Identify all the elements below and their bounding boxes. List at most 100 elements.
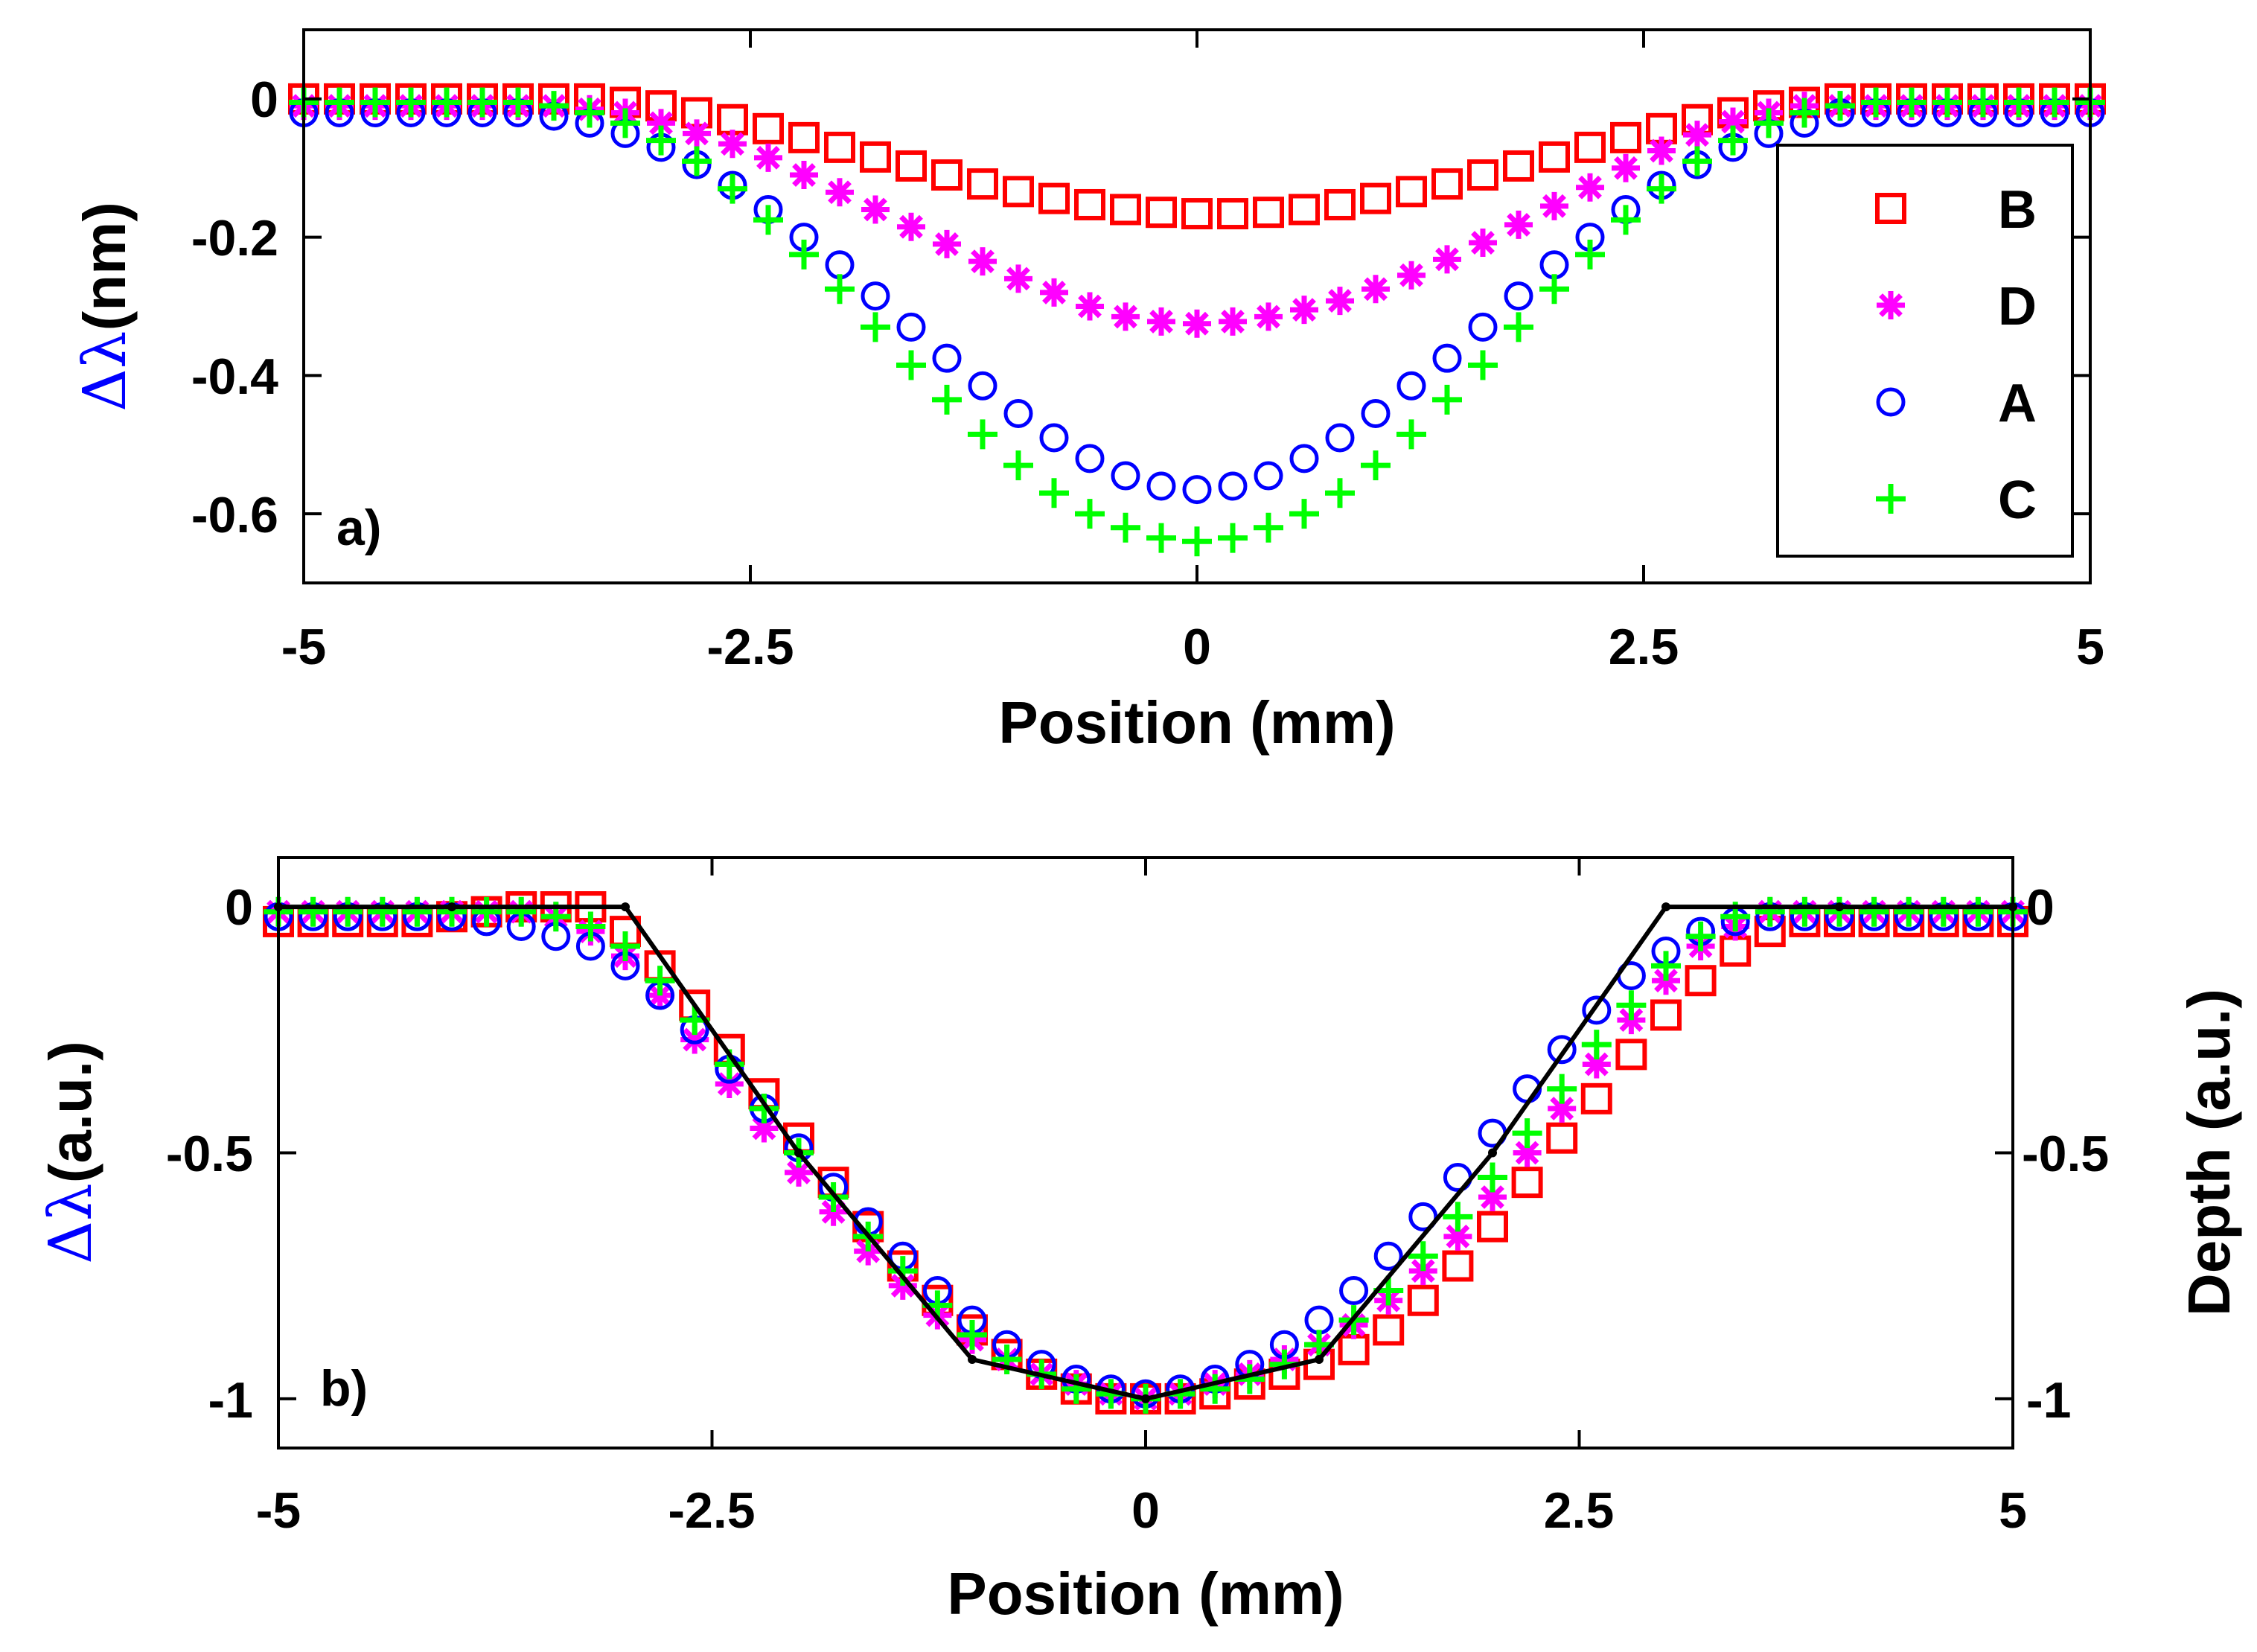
series-d xyxy=(264,897,2027,1413)
depth-profile-point xyxy=(968,1355,977,1365)
data-point-a xyxy=(1432,343,1462,373)
data-point-b xyxy=(860,141,891,173)
data-point-c xyxy=(1790,98,1819,128)
data-point-c xyxy=(1790,896,1820,927)
panel-b-ytick--1: -1 xyxy=(208,1372,253,1429)
depth-profile-point xyxy=(1661,902,1670,912)
depth-profile-point xyxy=(1488,1148,1497,1158)
series-a xyxy=(264,902,2028,1409)
series-b xyxy=(263,891,2028,1415)
data-point-c xyxy=(896,350,926,380)
data-point-b xyxy=(1580,1082,1612,1114)
data-point-a xyxy=(1468,312,1498,342)
data-point-d xyxy=(1004,264,1032,293)
data-point-c xyxy=(825,274,855,304)
data-point-c xyxy=(1254,512,1283,543)
panel-a-xtick--2.5: -2.5 xyxy=(706,619,794,675)
panel-b-right-y-axis-label: Depth (a.u.) xyxy=(2176,989,2242,1316)
data-point-c xyxy=(1478,1162,1507,1193)
data-point-d xyxy=(1719,107,1747,136)
data-point-a xyxy=(1254,461,1283,491)
panel-a-label: a) xyxy=(336,500,381,556)
data-point-c xyxy=(1468,350,1498,380)
data-point-c xyxy=(333,896,363,927)
data-point-c xyxy=(1894,896,1924,927)
data-point-c xyxy=(298,896,328,927)
data-point-c xyxy=(1396,419,1426,450)
data-point-b xyxy=(824,131,855,163)
data-point-b xyxy=(1074,188,1105,220)
data-point-b xyxy=(1467,159,1498,191)
depth-profile-point xyxy=(794,1148,803,1158)
series-c xyxy=(289,87,2105,557)
data-point-d xyxy=(790,161,818,190)
panel-b-x-axis-label: Position (mm) xyxy=(947,1560,1344,1627)
data-point-c xyxy=(887,1256,918,1286)
depth-profile-point xyxy=(1315,1355,1324,1365)
data-point-a xyxy=(1003,398,1033,428)
data-point-b xyxy=(1289,194,1320,226)
legend-label-c: C xyxy=(1998,471,2037,530)
data-point-c xyxy=(432,87,462,118)
data-point-c xyxy=(1718,125,1748,156)
data-point-b xyxy=(1407,1284,1439,1316)
data-point-a xyxy=(968,371,997,401)
data-point-c xyxy=(2040,87,2069,118)
data-point-c xyxy=(2004,87,2034,118)
legend-marker-a xyxy=(1876,387,1906,417)
data-point-b xyxy=(1181,198,1213,230)
data-point-c xyxy=(957,1320,987,1350)
data-point-a xyxy=(1396,371,1426,401)
panel-a-xtick-5: 5 xyxy=(2076,619,2104,675)
data-point-c xyxy=(1443,1202,1473,1232)
data-point-d xyxy=(968,247,997,276)
panel-a-ytick--0.6: -0.6 xyxy=(191,487,278,543)
panel-b-xtick--5: -5 xyxy=(256,1482,301,1539)
panel-a-xtick--5: -5 xyxy=(281,619,326,675)
data-point-d xyxy=(1612,153,1640,182)
data-point-d xyxy=(754,143,782,172)
data-point-a xyxy=(1408,1202,1438,1231)
data-point-d xyxy=(1219,307,1247,336)
data-point-c xyxy=(610,108,640,138)
data-point-c xyxy=(968,419,997,450)
data-point-c xyxy=(1200,1374,1230,1404)
data-point-d xyxy=(826,178,854,207)
data-point-c xyxy=(645,966,675,996)
data-point-c xyxy=(1003,450,1033,481)
data-point-c xyxy=(1928,896,1958,927)
data-point-d xyxy=(1183,309,1211,338)
data-point-c xyxy=(539,91,569,121)
data-point-c xyxy=(367,896,398,927)
data-point-b xyxy=(1338,1333,1370,1365)
data-point-b xyxy=(1253,197,1284,229)
data-point-c xyxy=(932,384,962,415)
panel-a-xtick-2.5: 2.5 xyxy=(1609,619,1679,675)
panel-a-ytick--0.2: -0.2 xyxy=(191,210,278,267)
panel-b-right-ytick--0.5: -0.5 xyxy=(2022,1126,2109,1182)
legend-marker-c xyxy=(1876,484,1906,514)
data-point-c xyxy=(1932,87,1962,118)
legend: B D A C xyxy=(1776,144,2074,558)
data-point-c xyxy=(1647,173,1676,204)
data-point-c xyxy=(1361,450,1391,481)
data-point-c xyxy=(1963,896,1993,927)
data-point-b xyxy=(1610,121,1641,153)
data-point-c xyxy=(1685,921,1716,951)
data-point-a xyxy=(825,250,855,280)
data-point-c xyxy=(789,239,819,270)
data-point-a xyxy=(1504,281,1533,311)
data-point-a xyxy=(932,343,962,373)
legend-label-d: D xyxy=(1998,277,2037,337)
data-point-c xyxy=(1616,990,1647,1021)
data-point-d xyxy=(1433,245,1461,274)
data-point-b xyxy=(1477,1211,1508,1243)
data-point-b xyxy=(1324,188,1356,220)
data-point-d xyxy=(933,229,961,258)
data-point-b xyxy=(1396,176,1427,208)
legend-marker-b xyxy=(1875,193,1906,224)
data-point-d xyxy=(1254,302,1283,331)
data-point-d xyxy=(1361,275,1390,304)
data-point-b xyxy=(717,103,748,135)
